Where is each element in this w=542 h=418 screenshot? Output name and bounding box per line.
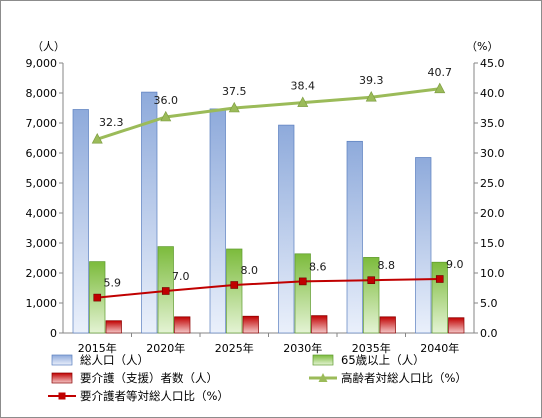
data-label-care-ratio: 8.6 bbox=[309, 260, 327, 273]
data-label-care-ratio: 5.9 bbox=[104, 277, 122, 290]
x-tick-label: 2040年 bbox=[420, 341, 459, 355]
legend-elderly-ratio-swatch-marker bbox=[318, 373, 328, 382]
bar-total-population bbox=[209, 108, 226, 334]
right-tick-label: 30.0 bbox=[480, 147, 505, 160]
legend-care-recipients-label: 要介護（支援）者数（人） bbox=[80, 371, 218, 385]
right-tick-label: 20.0 bbox=[480, 207, 505, 220]
legend-total-population-label: 総人口（人） bbox=[80, 353, 149, 367]
left-tick-label: 9,000 bbox=[26, 57, 58, 70]
marker-care-ratio bbox=[161, 287, 170, 295]
bar-aged-65-plus bbox=[294, 253, 311, 334]
marker-elderly-ratio bbox=[365, 91, 377, 102]
bar-total-population bbox=[278, 124, 295, 334]
legend-aged-65-plus-label: 65歳以上（人） bbox=[341, 353, 425, 367]
bar-care-recipients bbox=[311, 315, 328, 334]
bar-total-population bbox=[415, 157, 432, 334]
bar-care-recipients bbox=[105, 320, 122, 334]
data-label-elderly-ratio: 36.0 bbox=[154, 94, 179, 107]
marker-elderly-ratio bbox=[160, 110, 172, 122]
legend-total-population-swatch bbox=[51, 354, 73, 366]
bar-aged-65-plus bbox=[226, 248, 243, 334]
bar-total-population bbox=[72, 109, 89, 334]
right-tick-label: 45.0 bbox=[480, 57, 505, 70]
right-tick-label: 25.0 bbox=[480, 177, 505, 190]
data-label-care-ratio: 8.0 bbox=[241, 264, 259, 277]
marker-care-ratio bbox=[230, 281, 239, 289]
right-tick-label: 40.0 bbox=[480, 87, 505, 100]
left-axis-unit: （人） bbox=[32, 40, 65, 53]
line-elderly-ratio bbox=[96, 87, 440, 141]
data-label-elderly-ratio: 32.3 bbox=[99, 116, 124, 129]
bar-care-recipients bbox=[242, 315, 259, 334]
bar-total-population bbox=[141, 91, 158, 334]
marker-elderly-ratio bbox=[297, 96, 309, 107]
data-label-elderly-ratio: 38.4 bbox=[291, 80, 316, 93]
marker-care-ratio bbox=[298, 277, 307, 286]
right-axis-unit: （%） bbox=[466, 40, 498, 53]
legend-aged-65-plus-swatch bbox=[312, 354, 334, 366]
bar-total-population bbox=[346, 140, 363, 334]
bar-care-recipients bbox=[448, 317, 465, 334]
legend-care-ratio-swatch-marker bbox=[58, 392, 66, 400]
x-tick-label: 2025年 bbox=[215, 341, 254, 355]
left-tick-label: 4,000 bbox=[26, 207, 58, 220]
marker-care-ratio bbox=[93, 293, 102, 302]
legend-care-ratio-label: 要介護者等対総人口比（%） bbox=[80, 389, 229, 403]
left-tick-label: 1,000 bbox=[26, 297, 58, 310]
x-tick-label: 2020年 bbox=[146, 341, 185, 355]
right-tick-label: 35.0 bbox=[480, 117, 505, 130]
right-tick-label: 5.0 bbox=[480, 297, 498, 310]
right-tick-label: 10.0 bbox=[480, 267, 505, 280]
legend-care-recipients-swatch bbox=[51, 372, 73, 384]
left-tick-label: 6,000 bbox=[26, 147, 58, 160]
left-tick-label: 5,000 bbox=[26, 177, 58, 190]
left-tick-label: 8,000 bbox=[26, 87, 58, 100]
left-tick-label: 0 bbox=[50, 327, 57, 340]
data-label-care-ratio: 9.0 bbox=[446, 258, 464, 271]
right-tick-label: 15.0 bbox=[480, 237, 505, 250]
left-tick-label: 3,000 bbox=[26, 237, 58, 250]
legend-elderly-ratio-label: 高齢者対総人口比（%） bbox=[341, 371, 467, 385]
marker-care-ratio bbox=[435, 275, 444, 283]
bar-aged-65-plus bbox=[363, 257, 380, 334]
data-label-elderly-ratio: 39.3 bbox=[359, 74, 384, 87]
marker-elderly-ratio bbox=[91, 133, 103, 144]
data-label-care-ratio: 8.8 bbox=[378, 259, 396, 272]
left-tick-label: 7,000 bbox=[26, 117, 58, 130]
data-label-care-ratio: 7.0 bbox=[172, 270, 190, 283]
data-label-elderly-ratio: 40.7 bbox=[428, 66, 453, 79]
data-label-elderly-ratio: 37.5 bbox=[222, 85, 247, 98]
bar-aged-65-plus bbox=[431, 261, 448, 334]
x-tick-label: 2015年 bbox=[78, 341, 117, 355]
marker-elderly-ratio bbox=[228, 101, 240, 113]
marker-elderly-ratio bbox=[434, 82, 446, 94]
line-care-ratio bbox=[97, 278, 440, 299]
left-tick-label: 2,000 bbox=[26, 267, 58, 280]
marker-care-ratio bbox=[367, 276, 376, 285]
bar-care-recipients bbox=[379, 316, 396, 334]
x-tick-label: 2030年 bbox=[283, 341, 322, 355]
x-tick-label: 2035年 bbox=[352, 341, 391, 355]
bar-care-recipients bbox=[174, 316, 191, 334]
right-tick-label: 0.0 bbox=[480, 327, 498, 340]
